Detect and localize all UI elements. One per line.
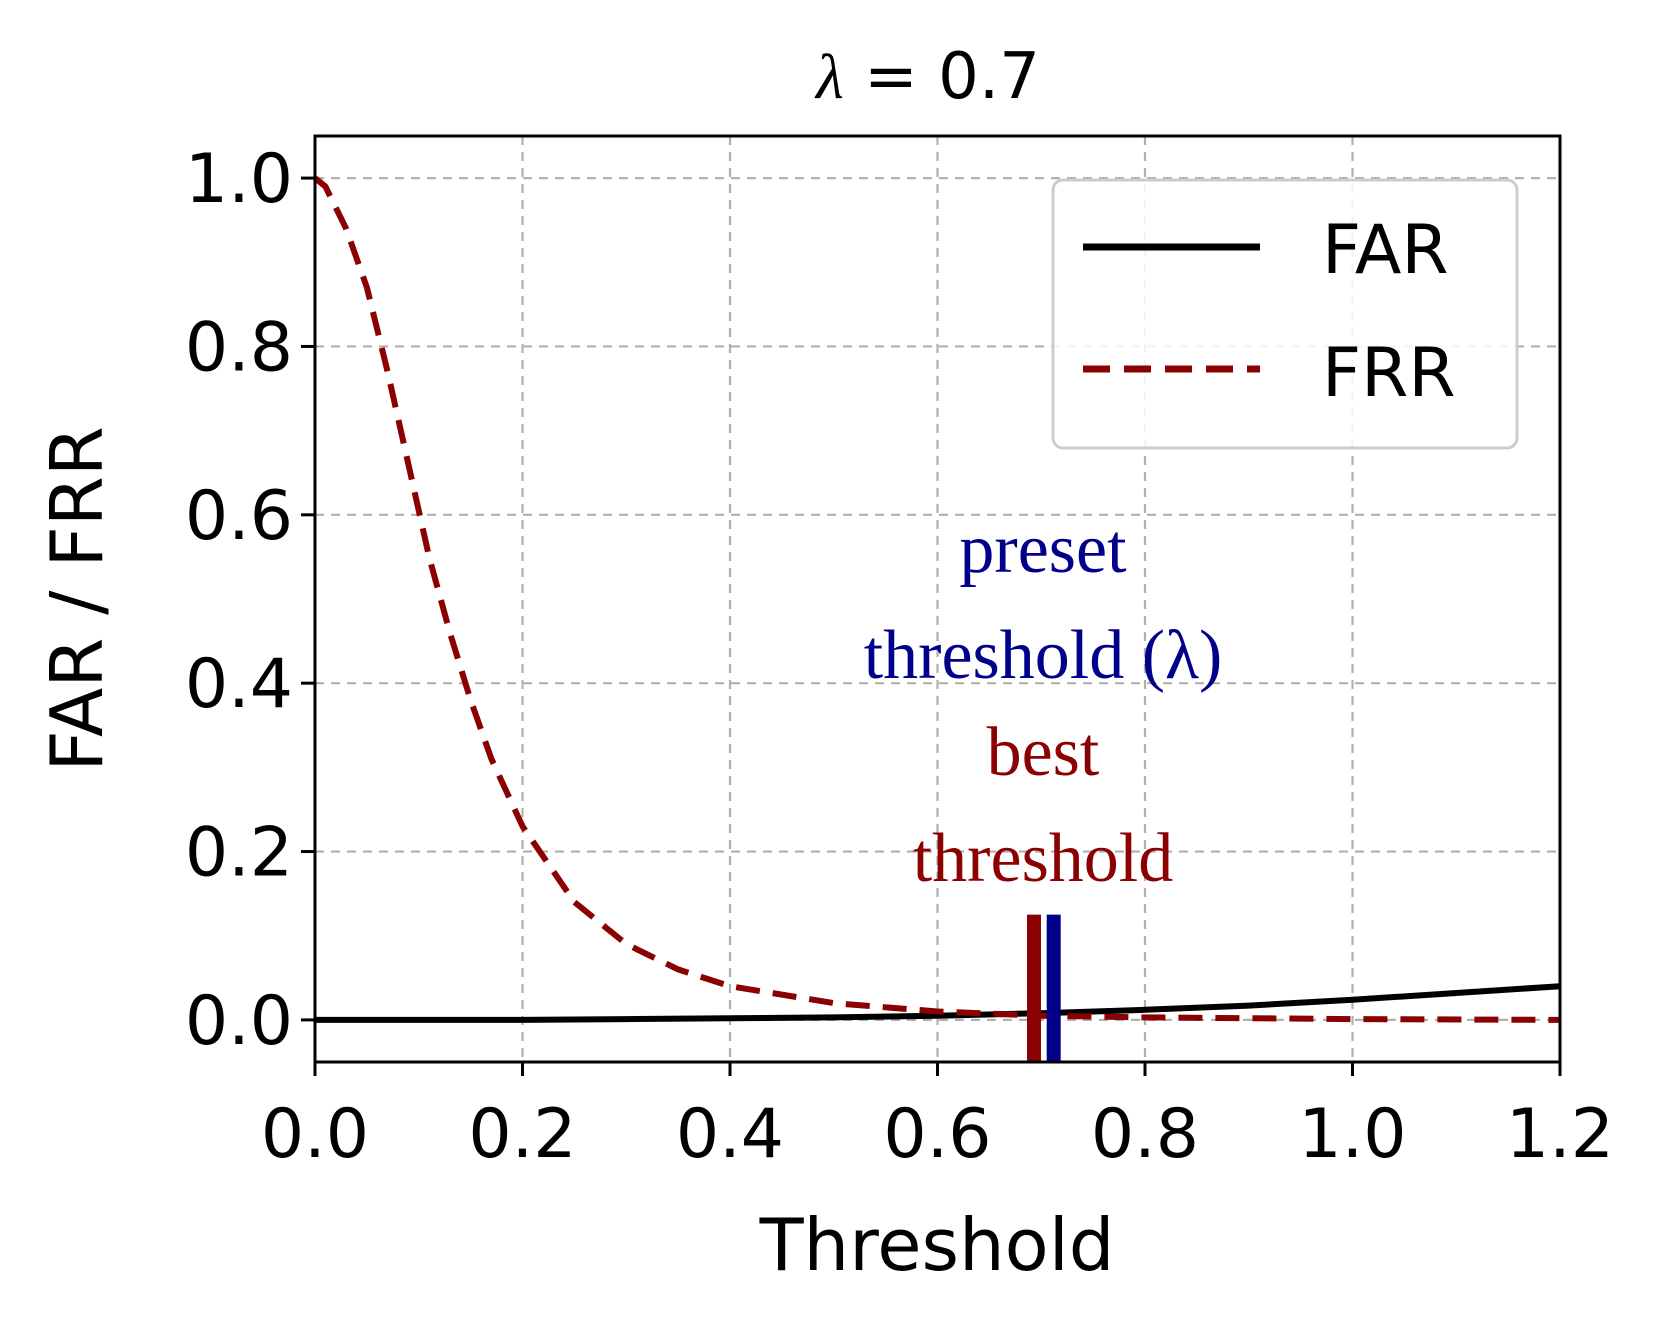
legend-frr-label: FRR	[1322, 334, 1456, 413]
annotation-best-line1: best	[987, 714, 1100, 791]
y-tick-label: 0.0	[185, 982, 293, 1061]
x-axis-label: Threshold	[759, 1203, 1115, 1287]
x-tick-label: 0.0	[261, 1095, 369, 1174]
legend-far-label: FAR	[1322, 211, 1449, 290]
axis-ticks: 0.0 0.2 0.4 0.6 0.8 1.0 1.2 0.0 0.2 0.4 0.6 0.8 1.0	[185, 140, 1614, 1174]
x-tick-label: 1.2	[1506, 1095, 1614, 1174]
threshold-markers	[1026, 914, 1061, 1062]
plot-frame	[313, 134, 1562, 1064]
x-tick-label: 0.4	[676, 1095, 784, 1174]
y-axis-label: FAR / FRR	[35, 426, 119, 772]
chart-title: λ = 0.7	[814, 40, 1040, 114]
title-value: = 0.7	[844, 40, 1040, 114]
legend: FAR FRR	[1051, 178, 1519, 450]
annotation-best-line2: threshold	[913, 820, 1174, 897]
y-tick-label: 1.0	[185, 140, 293, 219]
y-tick-label: 0.2	[185, 814, 293, 893]
annotation-preset-line1: preset	[959, 511, 1127, 588]
title-lambda: λ	[814, 41, 844, 112]
x-tick-label: 1.0	[1298, 1095, 1406, 1174]
y-tick-label: 0.6	[185, 477, 293, 556]
x-tick-label: 0.6	[883, 1095, 991, 1174]
annotation-preset-line2: threshold (λ)	[864, 617, 1223, 694]
series-lines	[313, 175, 1561, 1023]
series-line-far	[315, 983, 1561, 1023]
y-tick-label: 0.4	[185, 645, 293, 724]
x-tick-label: 0.8	[1091, 1095, 1199, 1174]
x-tick-label: 0.2	[468, 1095, 576, 1174]
y-tick-label: 0.8	[185, 308, 293, 387]
series-line-frr	[313, 175, 1561, 1023]
